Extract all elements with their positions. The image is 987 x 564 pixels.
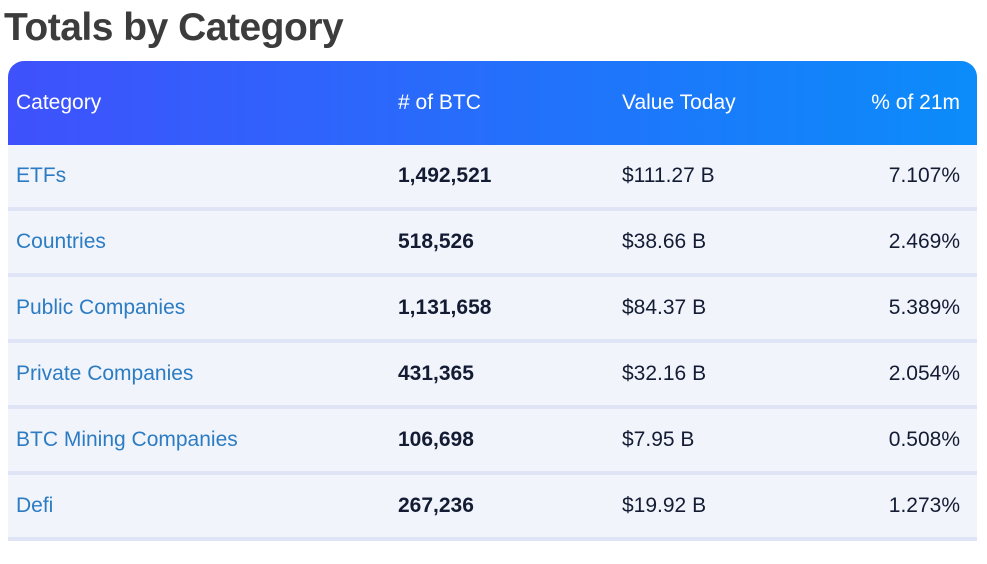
btc-amount-cell: 1,492,521 bbox=[398, 163, 492, 187]
category-link[interactable]: Public Companies bbox=[16, 295, 186, 319]
table-row: Defi 267,236 $19.92 B 1.273% bbox=[8, 474, 977, 541]
category-link[interactable]: Countries bbox=[16, 229, 106, 253]
pct-of-21m-cell: 7.107% bbox=[888, 163, 960, 187]
pct-of-21m-cell: 5.389% bbox=[888, 295, 960, 319]
btc-amount-cell: 267,236 bbox=[398, 493, 474, 517]
table-row: Private Companies 431,365 $32.16 B 2.054… bbox=[8, 342, 977, 409]
category-link[interactable]: Private Companies bbox=[16, 361, 194, 385]
pct-of-21m-cell: 0.508% bbox=[888, 427, 960, 451]
value-today-cell: $19.92 B bbox=[622, 493, 707, 517]
btc-amount-cell: 106,698 bbox=[398, 427, 474, 451]
table-row: BTC Mining Companies 106,698 $7.95 B 0.5… bbox=[8, 408, 977, 475]
table-header-row: Category # of BTC Value Today % of 21m bbox=[8, 60, 977, 145]
totals-by-category-table: Category # of BTC Value Today % of 21m E… bbox=[8, 60, 977, 541]
pct-of-21m-cell: 2.054% bbox=[888, 361, 960, 385]
value-today-cell: $38.66 B bbox=[622, 229, 707, 253]
pct-of-21m-cell: 2.469% bbox=[888, 229, 960, 253]
table-body: ETFs 1,492,521 $111.27 B 7.107% Countrie… bbox=[8, 144, 977, 541]
table-row: Public Companies 1,131,658 $84.37 B 5.38… bbox=[8, 276, 977, 343]
value-today-cell: $32.16 B bbox=[622, 361, 707, 385]
btc-amount-cell: 518,526 bbox=[398, 229, 474, 253]
column-header-value-today: Value Today bbox=[622, 90, 736, 114]
category-link[interactable]: ETFs bbox=[16, 163, 67, 187]
value-today-cell: $84.37 B bbox=[622, 295, 707, 319]
value-today-cell: $7.95 B bbox=[622, 427, 695, 451]
category-link[interactable]: BTC Mining Companies bbox=[16, 427, 238, 451]
category-link[interactable]: Defi bbox=[16, 493, 54, 517]
btc-amount-cell: 431,365 bbox=[398, 361, 474, 385]
pct-of-21m-cell: 1.273% bbox=[888, 493, 960, 517]
column-header-pct-of-21m: % of 21m bbox=[871, 90, 960, 114]
table-row: Countries 518,526 $38.66 B 2.469% bbox=[8, 210, 977, 277]
column-header-category: Category bbox=[16, 90, 102, 114]
value-today-cell: $111.27 B bbox=[622, 163, 715, 187]
btc-amount-cell: 1,131,658 bbox=[398, 295, 492, 319]
table-row: ETFs 1,492,521 $111.27 B 7.107% bbox=[8, 144, 977, 211]
page: Totals by Category Category # of BTC Val… bbox=[0, 6, 987, 564]
page-title: Totals by Category bbox=[4, 6, 344, 49]
column-header-num-btc: # of BTC bbox=[398, 90, 481, 114]
